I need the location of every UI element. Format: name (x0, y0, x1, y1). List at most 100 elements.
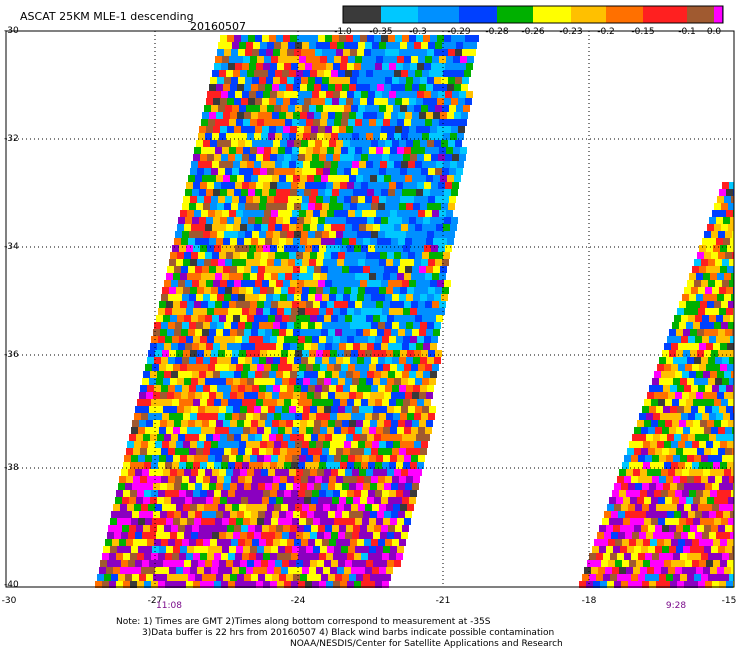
swath-cell (727, 266, 734, 273)
swath-cell (292, 56, 299, 63)
swath-cell (204, 350, 211, 357)
swath-cell (729, 455, 734, 462)
swath-cell (253, 105, 260, 112)
swath-cell (409, 497, 416, 504)
swath-cell (306, 56, 313, 63)
swath-cell (344, 42, 351, 49)
swath-cell (410, 308, 417, 315)
swath-cell (229, 210, 236, 217)
swath-cell (148, 567, 155, 574)
swath-cell (228, 308, 235, 315)
swath-cell (332, 371, 339, 378)
swath-cell (295, 42, 302, 49)
swath-cell (397, 301, 404, 308)
swath-cell (723, 413, 730, 420)
swath-cell (259, 49, 266, 56)
swath-cell (393, 168, 400, 175)
swath-cell (295, 567, 302, 574)
swath-cell (378, 322, 385, 329)
swath-cell (333, 399, 340, 406)
swath-cell (337, 287, 344, 294)
swath-cell (689, 294, 696, 301)
swath-cell (690, 525, 697, 532)
swath-cell (127, 567, 134, 574)
swath-cell (253, 567, 260, 574)
swath-cell (406, 140, 413, 147)
swath-cell (186, 553, 193, 560)
swath-cell (256, 245, 263, 252)
swath-cell (400, 259, 407, 266)
swath-cell (198, 378, 205, 385)
swath-cell (629, 462, 636, 469)
swath-cell (365, 168, 372, 175)
swath-cell (344, 196, 351, 203)
swath-cell (174, 238, 181, 245)
swath-cell (250, 427, 257, 434)
swath-cell (211, 105, 218, 112)
swath-cell (438, 245, 445, 252)
swath-cell (340, 462, 347, 469)
swath-cell (726, 189, 733, 196)
swath-cell (414, 168, 421, 175)
swath-cell (218, 42, 225, 49)
swath-cell (166, 518, 173, 525)
swath-cell (363, 112, 370, 119)
swath-cell (252, 539, 259, 546)
swath-cell (408, 252, 415, 259)
swath-cell (287, 231, 294, 238)
swath-cell (346, 280, 353, 287)
swath-cell (189, 476, 196, 483)
swath-cell (284, 581, 291, 588)
swath-cell (663, 504, 670, 511)
swath-cell (335, 483, 342, 490)
swath-cell (179, 399, 186, 406)
swath-cell (430, 126, 437, 133)
swath-cell (608, 539, 615, 546)
swath-cell (109, 581, 116, 588)
swath-cell (422, 378, 429, 385)
swath-cell (719, 210, 726, 217)
swath-cell (419, 112, 426, 119)
swath-cell (678, 462, 685, 469)
swath-cell (220, 98, 227, 105)
swath-cell (449, 105, 456, 112)
swath-cell (302, 196, 309, 203)
swath-cell (374, 217, 381, 224)
swath-cell (227, 371, 234, 378)
swath-cell (207, 154, 214, 161)
swath-cell (269, 126, 276, 133)
swath-cell (305, 399, 312, 406)
swath-cell (441, 294, 448, 301)
swath-cell (722, 455, 729, 462)
swath-cell (143, 525, 150, 532)
swath-cell (118, 483, 125, 490)
swath-cell (287, 322, 294, 329)
swath-cell (264, 301, 271, 308)
swath-cell (324, 469, 331, 476)
swath-cell (666, 476, 673, 483)
swath-cell (215, 518, 222, 525)
swath-cell (668, 469, 675, 476)
swath-cell (381, 217, 388, 224)
swath-cell (156, 406, 163, 413)
swath-cell (248, 371, 255, 378)
swath-cell (230, 266, 237, 273)
swath-cell (167, 574, 174, 581)
swath-cell (720, 560, 727, 567)
swath-cell (732, 546, 734, 553)
swath-cell (323, 105, 330, 112)
swath-cell (358, 287, 365, 294)
swath-cell (293, 483, 300, 490)
swath-cell (363, 175, 370, 182)
swath-cell (670, 483, 677, 490)
swath-cell (318, 525, 325, 532)
swath-cell (285, 301, 292, 308)
swath-cell (413, 385, 420, 392)
footnote-line: 3)Data buffer is 22 hrs from 20160507 4)… (142, 628, 555, 638)
swath-cell (699, 343, 706, 350)
swath-cell (413, 448, 420, 455)
swath-cell (692, 441, 699, 448)
swath-cell (372, 287, 379, 294)
swath-cell (223, 175, 230, 182)
swath-cell (268, 406, 275, 413)
